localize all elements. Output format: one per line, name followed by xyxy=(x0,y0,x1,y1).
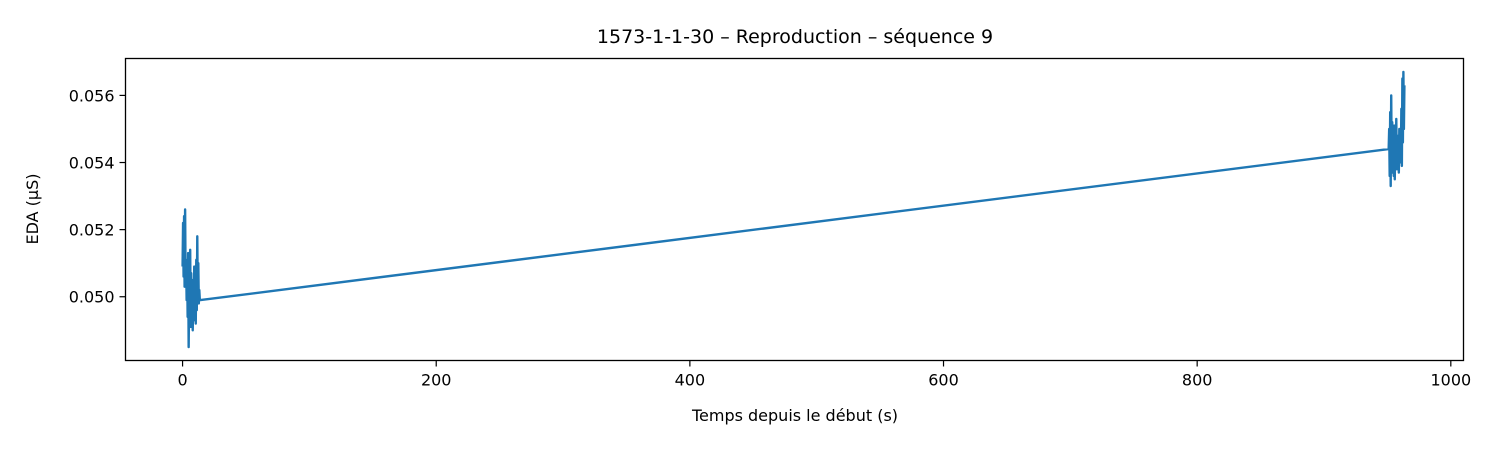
x-tick-label: 1000 xyxy=(1430,371,1471,390)
x-tick-label: 600 xyxy=(928,371,959,390)
y-tick-label: 0.054 xyxy=(69,154,115,173)
plot-area-frame xyxy=(124,57,1465,362)
x-tick-label: 200 xyxy=(421,371,452,390)
series-line-eda xyxy=(181,70,1406,349)
y-tick-label: 0.056 xyxy=(69,86,115,105)
y-axis-label: EDA (µS) xyxy=(23,174,42,245)
y-tick-label: 0.050 xyxy=(69,288,115,307)
x-axis-label: Temps depuis le début (s) xyxy=(691,406,898,425)
y-tick-label: 0.052 xyxy=(69,221,115,240)
x-tick-label: 800 xyxy=(1182,371,1213,390)
series-layer xyxy=(181,70,1406,349)
chart-title: 1573-1-1-30 – Reproduction – séquence 9 xyxy=(597,26,993,48)
x-axis: 0 200 400 600 800 1000 xyxy=(177,360,1471,390)
x-tick-label: 0 xyxy=(177,371,187,390)
y-axis: 0.050 0.052 0.054 0.056 xyxy=(69,86,126,307)
x-tick-label: 400 xyxy=(675,371,706,390)
